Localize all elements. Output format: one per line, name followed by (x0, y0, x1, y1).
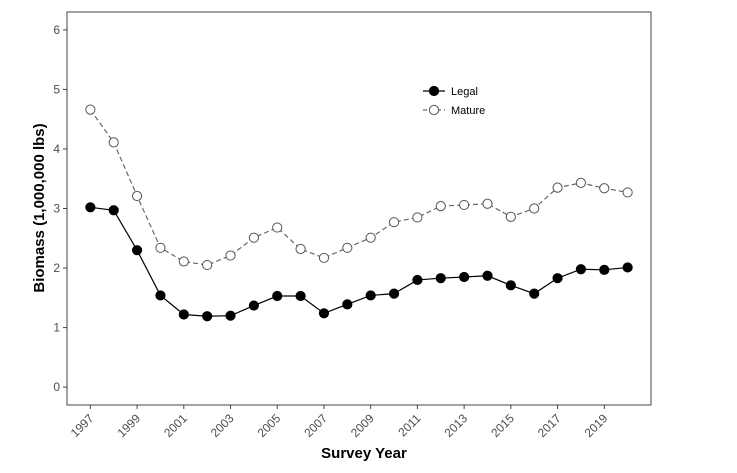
data-point-legal (529, 288, 540, 299)
y-tick-label: 5 (53, 82, 60, 96)
x-tick-label: 2001 (161, 411, 190, 440)
data-point-mature (482, 198, 493, 209)
data-point-mature (342, 242, 353, 253)
data-point-mature (365, 232, 376, 243)
y-tick-label: 4 (53, 142, 60, 156)
x-tick-label: 2007 (301, 411, 330, 440)
data-point-mature (85, 104, 96, 115)
data-point-legal (505, 280, 516, 291)
data-point-legal (155, 290, 166, 301)
x-tick-label: 2015 (488, 411, 517, 440)
data-point-mature (295, 243, 306, 255)
legend-label-legal: Legal (451, 86, 478, 98)
y-axis-ticks: 0 1 2 3 4 5 6 (53, 23, 67, 394)
y-tick-label: 6 (53, 23, 60, 37)
data-point-legal (342, 299, 353, 310)
legend-marker-legal (428, 85, 440, 97)
data-point-legal (412, 274, 423, 286)
y-tick-label: 0 (53, 380, 60, 394)
data-point-mature (552, 182, 563, 193)
data-point-mature (459, 199, 470, 211)
x-axis-ticks: 1997 1999 2001 2003 2005 2007 2009 2011 2013 2015… (68, 405, 611, 440)
data-point-legal (459, 271, 470, 283)
data-point-mature (202, 259, 213, 271)
data-point-mature (388, 217, 400, 228)
x-tick-label: 2013 (441, 411, 470, 440)
data-point-mature (248, 232, 259, 243)
x-tick-label: 2003 (208, 411, 237, 440)
data-point-legal (295, 290, 306, 302)
data-point-legal (365, 290, 376, 301)
x-tick-label: 2009 (348, 411, 377, 440)
data-point-legal (599, 264, 610, 275)
data-point-legal (178, 309, 189, 320)
x-tick-label: 1999 (114, 411, 143, 440)
data-point-mature (318, 252, 330, 264)
data-point-legal (435, 273, 446, 284)
data-point-legal (575, 264, 587, 275)
data-point-legal (482, 270, 493, 281)
y-tick-label: 2 (53, 261, 60, 275)
data-point-mature (599, 183, 610, 194)
x-axis-title: Survey Year (321, 445, 407, 462)
data-point-legal (225, 310, 236, 321)
data-point-mature (529, 203, 540, 214)
x-tick-label: 1997 (68, 411, 97, 440)
plot-panel (66, 11, 652, 406)
data-point-mature (108, 137, 119, 148)
data-point-legal (85, 202, 96, 213)
legend-marker-mature (428, 104, 440, 116)
data-point-legal (552, 273, 563, 284)
x-tick-label: 2011 (395, 411, 423, 439)
legend: Legal Mature (423, 85, 485, 117)
legend-label-mature: Mature (451, 105, 485, 117)
data-point-mature (131, 190, 143, 202)
data-point-mature (435, 201, 446, 212)
data-point-mature (412, 212, 423, 223)
data-point-legal (131, 245, 143, 256)
data-point-mature (225, 250, 236, 261)
series-layer (85, 104, 633, 322)
x-tick-label: 2005 (255, 411, 284, 440)
y-axis-title: Biomass (1,000,000 lbs) (31, 123, 48, 292)
data-point-legal (272, 290, 283, 302)
x-tick-label: 2017 (535, 411, 564, 440)
x-tick-label: 2019 (582, 411, 611, 440)
data-point-legal (388, 288, 400, 299)
data-point-legal (248, 300, 259, 311)
y-tick-label: 1 (53, 321, 60, 335)
y-tick-label: 3 (53, 202, 60, 216)
data-point-mature (155, 242, 166, 253)
data-point-legal (202, 311, 213, 322)
data-point-legal (108, 205, 119, 216)
data-point-legal (318, 308, 330, 319)
data-point-mature (272, 222, 283, 233)
data-point-mature (575, 177, 587, 188)
data-point-mature (622, 187, 633, 198)
data-point-mature (505, 211, 516, 222)
data-point-mature (178, 256, 189, 267)
data-point-legal (622, 262, 633, 273)
